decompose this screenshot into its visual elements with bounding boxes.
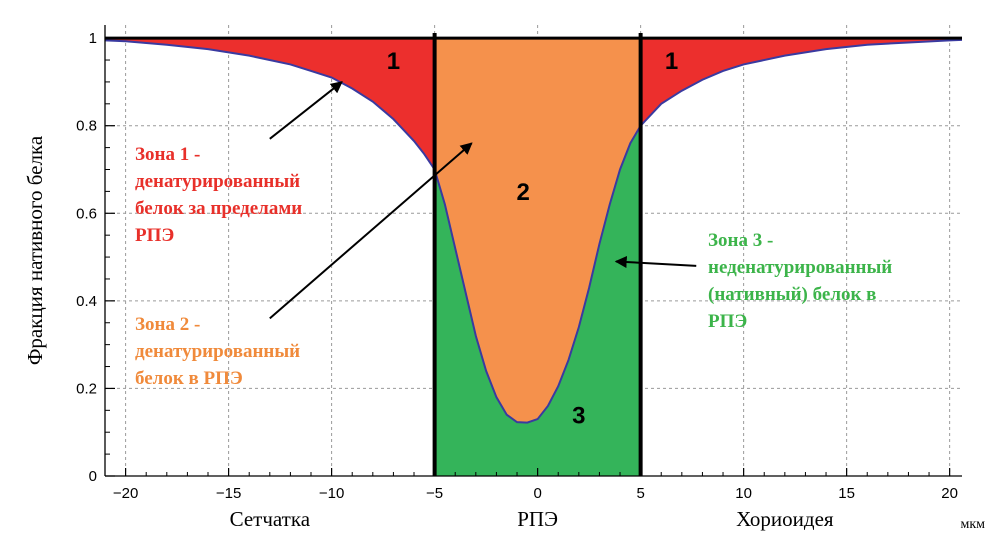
x-tick-label: −5 <box>426 485 443 502</box>
boundary-lines <box>105 33 962 476</box>
y-tick-label: 0.6 <box>76 205 97 222</box>
x-tick-label: 15 <box>838 485 855 502</box>
axes: −20 −15 −10 −5 0 5 10 15 20 0 0.2 0.4 0.6 0.8 1 <box>76 25 962 502</box>
zone-number: 2 <box>517 179 530 206</box>
x-tick-label: 0 <box>533 485 541 502</box>
x-tick-label: −20 <box>113 485 138 502</box>
zone-number: 3 <box>572 402 585 429</box>
x-tick-label: 20 <box>941 485 958 502</box>
annotation-line: РПЭ <box>708 311 747 332</box>
zone1-fill-left <box>105 38 435 170</box>
y-tick-label: 0.8 <box>76 118 97 135</box>
annotation-line: неденатурированный <box>708 257 892 278</box>
annotation-line: белок за пределами <box>135 198 302 219</box>
y-tick-label: 0.4 <box>76 293 97 310</box>
annotations: Зона 1 - денатурированный белок за предела… <box>135 81 892 389</box>
zone-number: 1 <box>387 48 400 75</box>
annotation-text: Зона 2 - денатурированный белок в РПЭ <box>135 314 300 389</box>
zone2-fill <box>434 38 641 423</box>
unit-label: мкм <box>960 517 985 532</box>
annotation-line: Зона 3 - <box>708 230 773 251</box>
y-tick-label: 0.2 <box>76 380 97 397</box>
annotation-line: белок в РПЭ <box>135 368 243 389</box>
y-tick-label: 1 <box>89 30 97 47</box>
annotation-line: денатурированный <box>135 341 300 362</box>
annotation-line: Зона 1 - <box>135 144 200 165</box>
annotation-arrow <box>614 256 697 269</box>
annotation-line: (нативный) белок в <box>708 284 876 305</box>
annotation-line: Зона 2 - <box>135 314 200 335</box>
x-tick-label: −15 <box>216 485 241 502</box>
x-tick-label: 5 <box>636 485 644 502</box>
annotation-arrow <box>269 81 343 140</box>
x-tick-label: −10 <box>319 485 344 502</box>
region-label: Сетчатка <box>230 507 311 531</box>
annotation-line: денатурированный <box>135 171 300 192</box>
annotation-line: РПЭ <box>135 225 174 246</box>
annotation-arrow <box>269 142 473 320</box>
zone-fills <box>105 38 962 476</box>
zone1-fill-right <box>640 38 962 126</box>
annotation-text: Зона 1 - денатурированный белок за предела… <box>135 144 302 246</box>
region-label: РПЭ <box>517 507 558 531</box>
labels: Фракция нативного белка Сетчатка РПЭ Хориои… <box>23 48 985 532</box>
region-label: Хориоидея <box>736 507 834 531</box>
y-tick-label: 0 <box>89 468 97 485</box>
annotation-text: Зона 3 - неденатурированный (нативный) бел… <box>708 230 892 332</box>
y-axis-label: Фракция нативного белка <box>23 135 47 365</box>
zone3-fill <box>434 125 641 476</box>
x-tick-label: 10 <box>735 485 752 502</box>
zone-number: 1 <box>665 48 678 75</box>
